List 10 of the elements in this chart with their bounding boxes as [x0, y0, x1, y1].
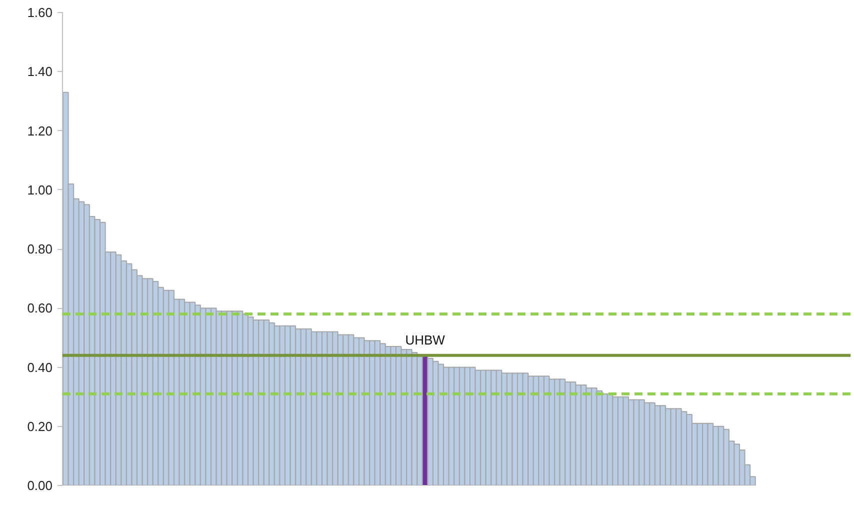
y-tick-label: 0.20	[27, 418, 53, 434]
annotation: UHBW	[405, 332, 446, 348]
y-tick-label: 0.40	[27, 360, 53, 375]
y-tick-label: 0.60	[27, 300, 53, 316]
y-tick-label: 1.20	[27, 123, 53, 138]
y-tick-label: 0.00	[27, 478, 53, 493]
y-tick-label: 1.40	[27, 64, 53, 80]
y-tick-label: 0.80	[27, 242, 53, 256]
y-tick-label: 1.00	[27, 182, 53, 198]
y-tick-label: 1.60	[27, 5, 53, 20]
